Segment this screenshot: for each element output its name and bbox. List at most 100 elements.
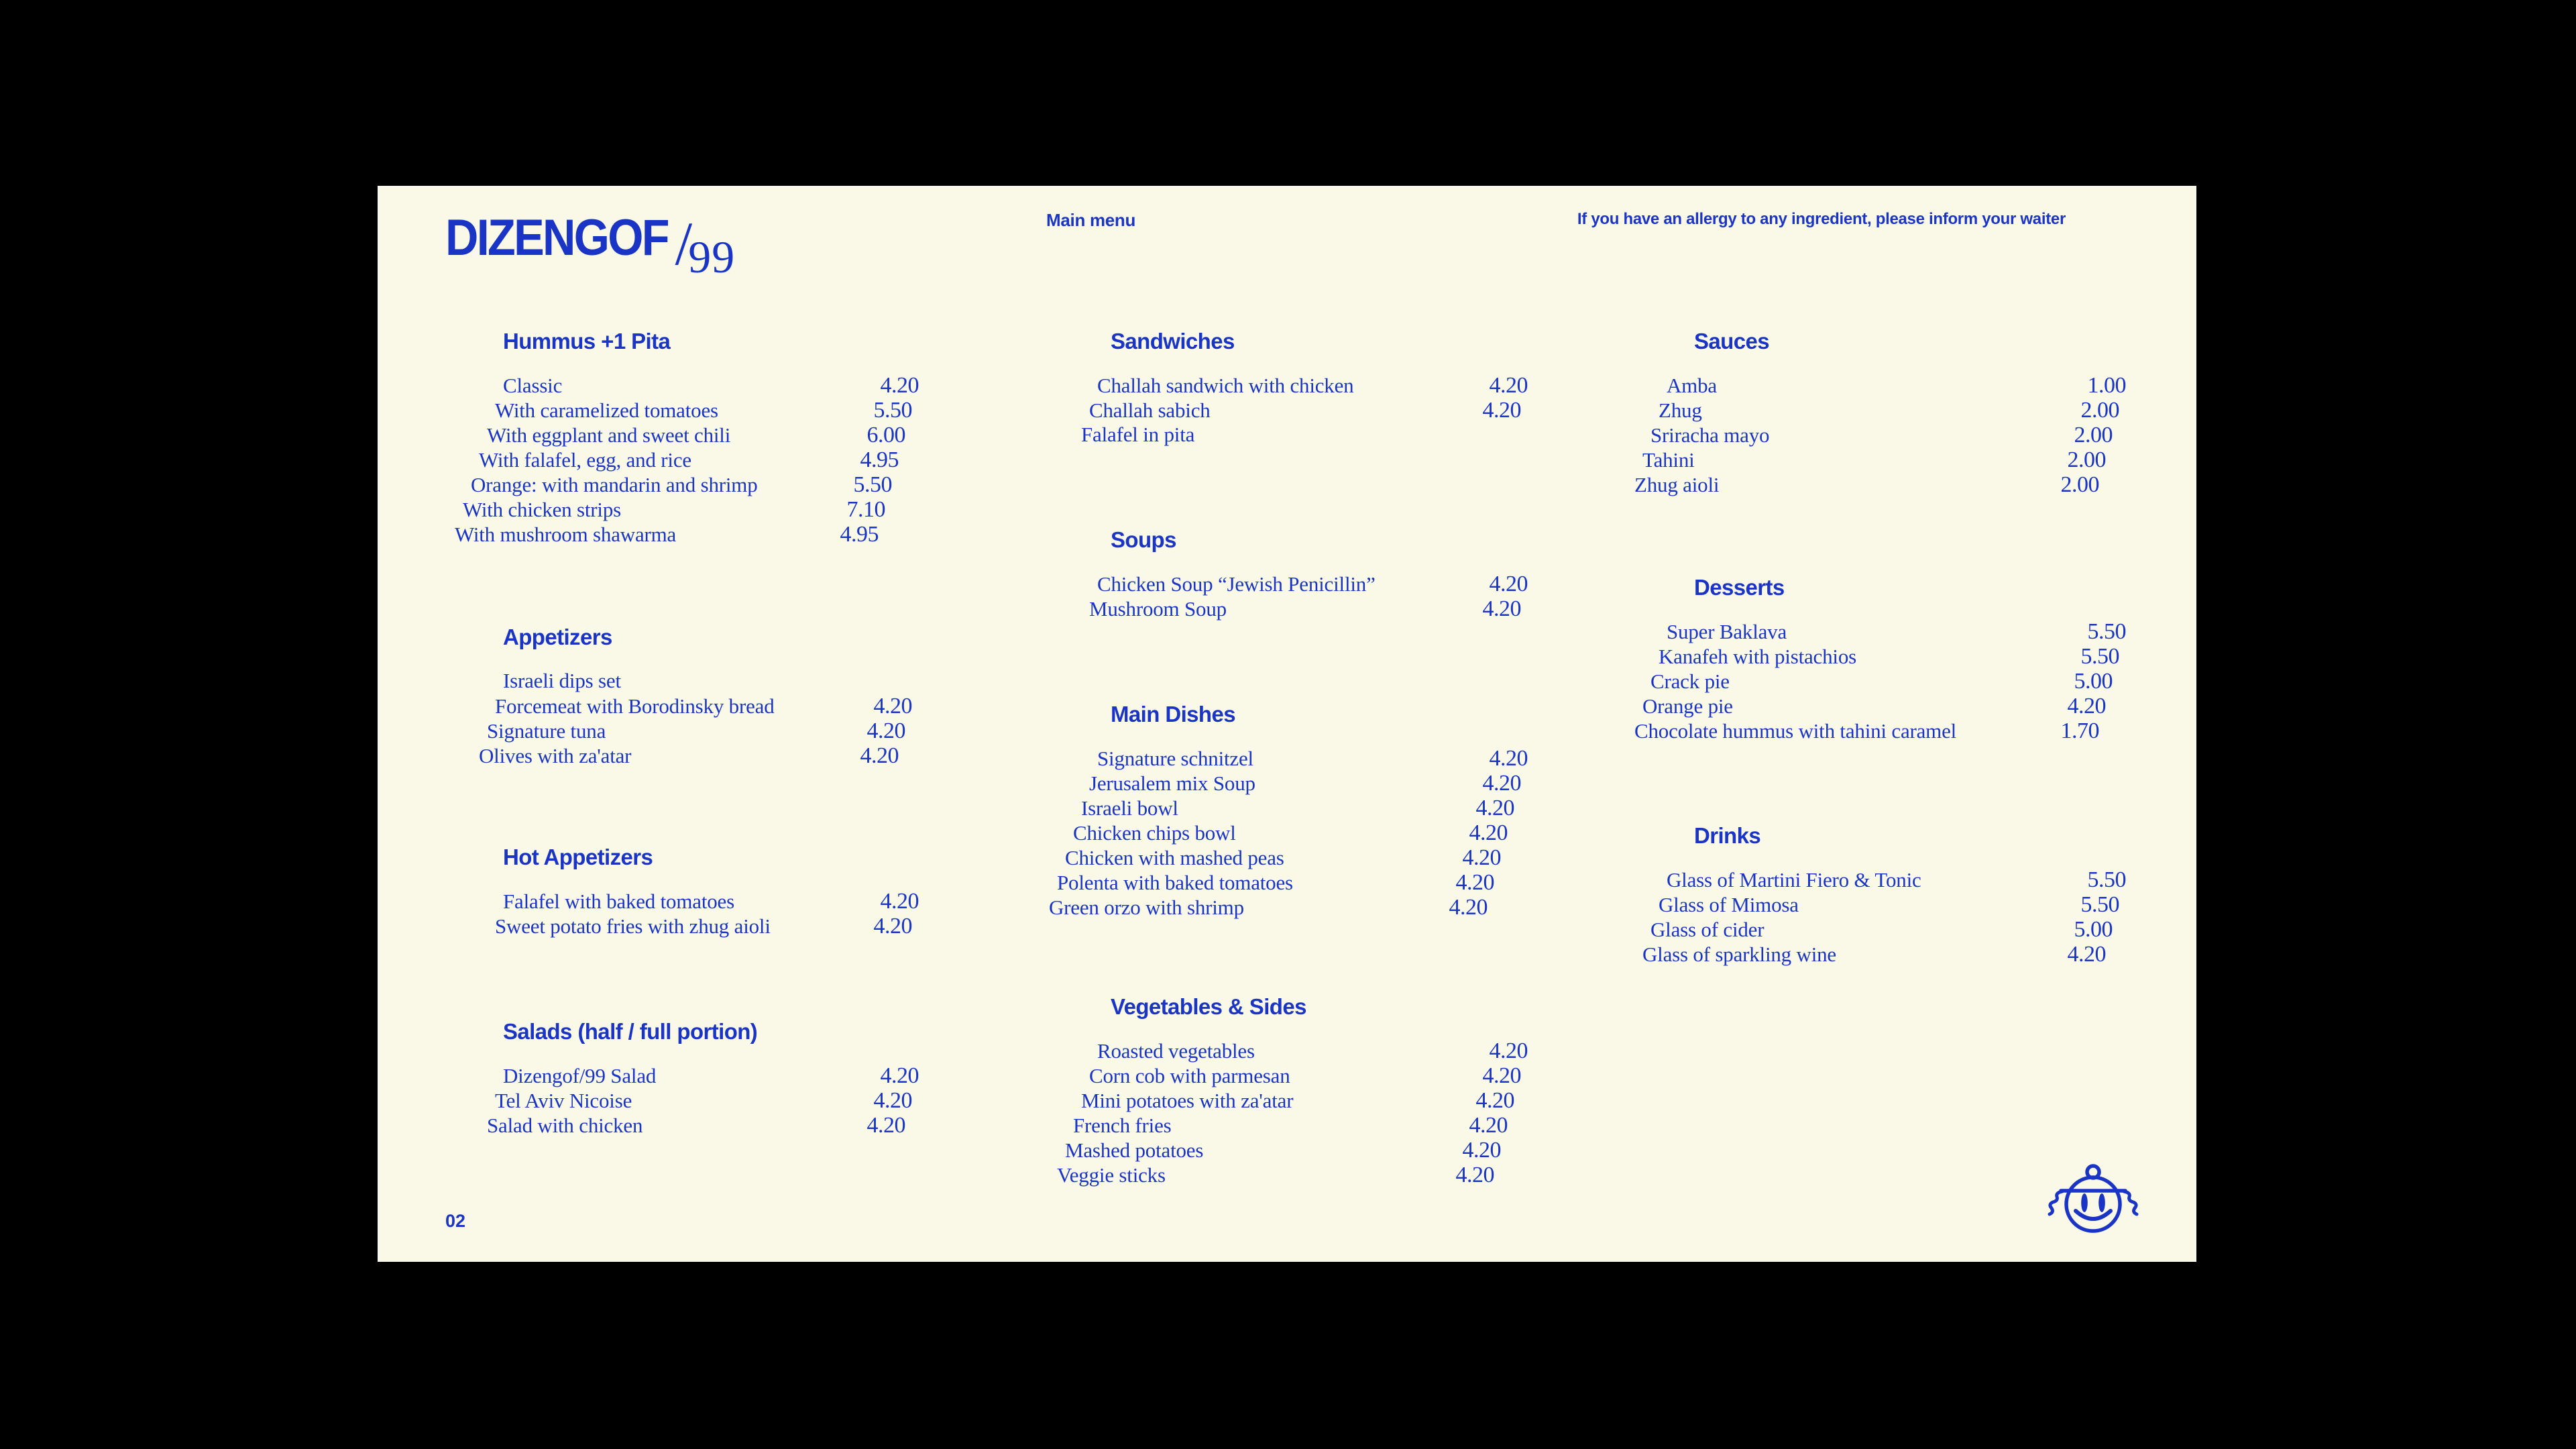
menu-section-vegetables-sides: Vegetables & Sides Roasted vegetables 4.20… [1057, 994, 1528, 1187]
menu-item-price: 4.20 [1462, 845, 1502, 870]
menu-item-name: Glass of cider [1650, 918, 1765, 941]
menu-item-row: Roasted vegetables 4.20 [1097, 1038, 1528, 1063]
menu-item-row: Green orzo with shrimp 4.20 [1049, 895, 1528, 920]
menu-item-row: Veggie sticks 4.20 [1057, 1163, 1528, 1187]
menu-item-name: Challah sabich [1089, 398, 1211, 422]
menu-item-name: Signature tuna [487, 719, 606, 743]
menu-item-row: Chicken with mashed peas 4.20 [1065, 845, 1528, 870]
menu-item-price: 4.20 [1475, 796, 1515, 820]
menu-item-name: Zhug [1659, 398, 1702, 422]
menu-item-name: Veggie sticks [1057, 1163, 1166, 1187]
menu-item-name: Mushroom Soup [1089, 597, 1227, 621]
menu-card: DIZENGOF/99 Main menu If you have an all… [378, 186, 2196, 1262]
menu-item-row: Corn cob with parmesan 4.20 [1089, 1063, 1528, 1088]
menu-item-price: 4.20 [873, 914, 913, 938]
menu-item-row: Crack pie 5.00 [1650, 669, 2126, 694]
menu-item-row: Glass of Mimosa 5.50 [1659, 892, 2126, 917]
menu-item-row: Glass of Martini Fiero & Tonic 5.50 [1667, 867, 2126, 892]
section-title: Appetizers [503, 625, 612, 649]
menu-item-row: Classic 4.20 [503, 373, 919, 398]
smiley-kippah-icon [2048, 1157, 2139, 1244]
menu-item-name: Chocolate hummus with tahini caramel [1634, 719, 1957, 743]
allergy-note: If you have an allergy to any ingredient… [1577, 210, 2066, 228]
menu-section-desserts: Desserts Super Baklava 5.50 Kanafeh with pi… [1634, 575, 2126, 743]
section-title: Sandwiches [1111, 329, 1235, 354]
menu-item-row: Mashed potatoes 4.20 [1065, 1138, 1528, 1163]
menu-item-row: Polenta with baked tomatoes 4.20 [1057, 870, 1528, 895]
logo-wordmark: DIZENGOF [445, 209, 669, 266]
menu-item-price: 4.20 [866, 718, 906, 743]
section-title: Main Dishes [1111, 702, 1236, 727]
menu-item-name: Green orzo with shrimp [1049, 896, 1244, 919]
menu-item-name: Super Baklava [1667, 620, 1787, 643]
menu-item-price: 6.00 [866, 423, 906, 447]
section-items: Israeli dips set Forcemeat with Borodinsk… [479, 669, 919, 768]
menu-item-row: Challah sandwich with chicken 4.20 [1097, 373, 1528, 398]
section-title: Hot Appetizers [503, 845, 653, 869]
menu-item-row: Jerusalem mix Soup 4.20 [1089, 771, 1528, 796]
menu-item-price: 4.20 [1482, 398, 1522, 423]
menu-item-price: 4.20 [866, 1113, 906, 1138]
section-items: Chicken Soup “Jewish Penicillin” 4.20 Mush… [1089, 572, 1528, 621]
menu-item-price: 4.20 [1469, 820, 1508, 845]
menu-item-price: 4.20 [1489, 746, 1528, 771]
menu-item-price: 4.20 [880, 373, 919, 398]
section-items: Amba 1.00 Zhug 2.00 Sriracha mayo 2.00 Tahini 2… [1634, 373, 2126, 497]
menu-item-name: Roasted vegetables [1097, 1039, 1255, 1063]
menu-item-name: Amba [1667, 374, 1717, 397]
menu-item-row: Kanafeh with pistachios 5.50 [1659, 644, 2126, 669]
page-number: 02 [445, 1211, 466, 1231]
menu-item-row: With falafel, egg, and rice 4.95 [479, 447, 919, 472]
menu-item-name: Chicken with mashed peas [1065, 846, 1284, 869]
menu-item-name: Corn cob with parmesan [1089, 1064, 1290, 1087]
menu-item-name: Orange: with mandarin and shrimp [471, 473, 758, 496]
menu-item-name: Olives with za'atar [479, 744, 632, 767]
section-items: Challah sandwich with chicken 4.20 Challah… [1081, 373, 1528, 447]
menu-item-price: 4.20 [860, 743, 899, 768]
menu-item-row: Mushroom Soup 4.20 [1089, 596, 1528, 621]
menu-item-name: Glass of Martini Fiero & Tonic [1667, 868, 1921, 892]
menu-item-price: 4.20 [1482, 1063, 1522, 1088]
menu-item-row: Tahini 2.00 [1642, 447, 2126, 472]
section-title: Vegetables & Sides [1111, 994, 1306, 1019]
menu-item-row: Chocolate hummus with tahini caramel 1.70 [1634, 718, 2126, 743]
menu-item-name: With eggplant and sweet chili [487, 423, 731, 447]
menu-item-name: Falafel with baked tomatoes [503, 890, 734, 913]
section-title: Drinks [1694, 823, 1761, 848]
menu-item-name: Dizengof/99 Salad [503, 1064, 657, 1087]
menu-section-hummus: Hummus +1 Pita Classic 4.20 With caramelize… [455, 329, 919, 547]
menu-item-price: 1.70 [2060, 718, 2100, 743]
menu-item-name: Glass of sparkling wine [1642, 943, 1836, 966]
section-items: Signature schnitzel 4.20 Jerusalem mix Sou… [1049, 746, 1528, 920]
menu-item-name: French fries [1073, 1114, 1172, 1137]
menu-item-row: Sriracha mayo 2.00 [1650, 423, 2126, 447]
menu-item-price: 4.20 [1482, 771, 1522, 796]
menu-item-price: 4.20 [1489, 373, 1528, 398]
menu-item-name: Polenta with baked tomatoes [1057, 871, 1293, 894]
menu-item-name: Israeli bowl [1081, 796, 1178, 820]
menu-item-name: Sweet potato fries with zhug aioli [495, 914, 771, 938]
menu-item-row: Zhug aioli 2.00 [1634, 472, 2126, 497]
menu-item-row: Israeli dips set [503, 669, 919, 694]
menu-item-row: Sweet potato fries with zhug aioli 4.20 [495, 914, 919, 938]
menu-item-row: With chicken strips 7.10 [463, 497, 919, 522]
menu-item-name: With mushroom shawarma [455, 523, 677, 546]
menu-item-name: Signature schnitzel [1097, 747, 1253, 770]
menu-item-price: 4.20 [1489, 1038, 1528, 1063]
menu-section-soups: Soups Chicken Soup “Jewish Penicillin” 4.2… [1089, 527, 1528, 621]
menu-item-price: 2.00 [2060, 472, 2100, 497]
menu-section-appetizers: Appetizers Israeli dips set Forcemeat with… [479, 625, 919, 768]
menu-item-price: 2.00 [2080, 398, 2120, 423]
menu-item-price: 4.95 [860, 447, 899, 472]
menu-item-row: Orange pie 4.20 [1642, 694, 2126, 718]
menu-item-row: Mini potatoes with za'atar 4.20 [1081, 1088, 1528, 1113]
menu-item-price: 4.20 [873, 694, 913, 718]
menu-item-name: Mini potatoes with za'atar [1081, 1089, 1294, 1112]
menu-section-salads: Salads (half / full portion) Dizengof/99 … [487, 1019, 919, 1138]
section-title: Salads (half / full portion) [503, 1019, 758, 1044]
section-items: Super Baklava 5.50 Kanafeh with pistachios… [1634, 619, 2126, 743]
menu-item-row: With eggplant and sweet chili 6.00 [487, 423, 919, 447]
menu-item-price: 5.50 [853, 472, 893, 497]
menu-item-name: Mashed potatoes [1065, 1138, 1204, 1162]
